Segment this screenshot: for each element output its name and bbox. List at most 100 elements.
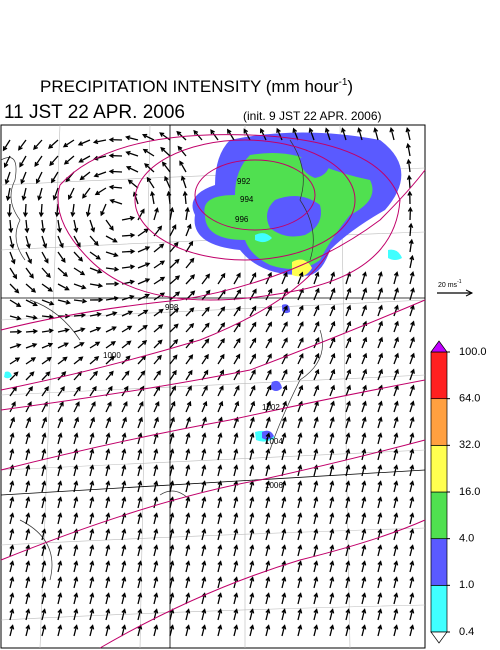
- wind-arrow: [137, 293, 150, 301]
- wind-arrow: [89, 464, 95, 477]
- wind-arrow: [89, 283, 104, 288]
- wind-arrow: [233, 416, 239, 429]
- wind-arrow: [9, 528, 15, 541]
- wind-arrow: [153, 512, 159, 525]
- wind-arrow: [176, 130, 187, 141]
- wind-arrow: [7, 203, 13, 218]
- wind-arrow: [297, 624, 303, 637]
- wind-arrow: [217, 416, 223, 429]
- wind-arrow: [185, 354, 194, 365]
- wind-arrow: [73, 401, 80, 413]
- wind-arrow: [377, 432, 383, 445]
- wind-arrow: [249, 576, 255, 589]
- wind-arrow: [57, 560, 63, 573]
- wind-arrow: [121, 401, 128, 413]
- wind-arrow: [92, 139, 107, 145]
- wind-arrow: [25, 432, 31, 445]
- wind-arrow: [217, 624, 223, 637]
- valid-time: 11 JST 22 APR. 2006: [4, 102, 185, 123]
- wind-arrow: [137, 544, 143, 557]
- wind-arrow: [185, 560, 191, 573]
- wind-arrow: [185, 608, 191, 621]
- contour-label: 996: [235, 215, 249, 224]
- wind-arrow: [105, 355, 115, 365]
- wind-arrow: [393, 432, 399, 445]
- wind-arrow: [18, 139, 27, 151]
- wind-arrow: [153, 544, 159, 557]
- wind-arrow: [297, 353, 304, 365]
- wind-arrow: [409, 592, 415, 605]
- wind-arrow: [121, 544, 127, 557]
- contour-label: 998: [165, 303, 179, 312]
- wind-arrow: [57, 251, 66, 263]
- wind-arrow: [137, 448, 143, 461]
- wind-arrow: [41, 235, 48, 249]
- wind-arrow: [265, 528, 271, 541]
- wind-arrow: [393, 464, 399, 477]
- wind-arrow: [313, 400, 319, 413]
- wind-arrow: [249, 624, 255, 637]
- wind-arrow: [141, 133, 155, 141]
- wind-arrow: [409, 576, 415, 589]
- contour-label: 1002: [262, 403, 280, 412]
- wind-arrow: [73, 385, 81, 397]
- wind-arrow: [73, 416, 80, 429]
- wind-arrow: [137, 432, 143, 445]
- wind-arrow: [52, 187, 59, 201]
- wind-arrow: [185, 369, 193, 381]
- wind-arrow: [73, 544, 79, 557]
- wind-arrow: [4, 171, 11, 185]
- wind-arrow: [9, 448, 15, 461]
- wind-arrow: [361, 384, 367, 397]
- wind-arrow: [37, 187, 43, 201]
- wind-arrow: [40, 219, 46, 234]
- wind-arrow: [249, 353, 256, 365]
- vector-legend: 20 ms-1: [437, 279, 474, 297]
- wind-arrow: [33, 139, 43, 150]
- wind-arrow: [105, 608, 111, 621]
- wind-arrow: [105, 544, 111, 557]
- wind-arrow: [313, 271, 320, 285]
- wind-arrow: [281, 608, 287, 621]
- wind-arrow: [20, 171, 27, 185]
- wind-arrow: [169, 528, 175, 541]
- wind-arrow: [393, 368, 399, 381]
- wind-arrow: [125, 150, 139, 157]
- wind-arrow: [153, 576, 159, 589]
- wind-arrow: [105, 512, 111, 525]
- wind-arrow: [361, 368, 368, 381]
- wind-arrow: [377, 271, 383, 285]
- wind-arrow: [249, 384, 256, 397]
- precip-16-32: [292, 259, 312, 277]
- wind-arrow: [41, 371, 51, 381]
- wind-arrow: [329, 368, 336, 381]
- wind-arrow: [9, 235, 15, 249]
- wind-arrow: [159, 132, 171, 141]
- wind-arrow: [345, 352, 352, 365]
- wind-arrow: [153, 260, 166, 269]
- wind-arrow: [281, 624, 287, 637]
- vector-scale-label: 20 ms-1: [438, 279, 462, 289]
- colorbar-segment: [430, 538, 448, 586]
- wind-arrow: [169, 338, 179, 349]
- wind-arrow: [393, 512, 399, 525]
- wind-arrow: [393, 352, 399, 365]
- wind-arrow: [292, 127, 299, 141]
- wind-arrow: [249, 560, 255, 573]
- wind-arrow: [185, 385, 192, 397]
- wind-arrow: [164, 175, 171, 189]
- wind-arrow: [146, 176, 155, 189]
- isobar: [0, 379, 426, 471]
- wind-arrow: [35, 171, 43, 185]
- wind-arrow: [89, 592, 95, 605]
- vector-scale-head: [465, 289, 474, 297]
- wind-arrow: [357, 127, 363, 141]
- wind-arrow: [217, 576, 223, 589]
- wind-arrow: [41, 480, 47, 493]
- wind-arrow: [313, 448, 319, 461]
- wind-arrow: [185, 512, 191, 525]
- wind-arrow: [313, 416, 319, 429]
- wind-arrow: [409, 464, 415, 477]
- wind-arrow: [281, 416, 287, 429]
